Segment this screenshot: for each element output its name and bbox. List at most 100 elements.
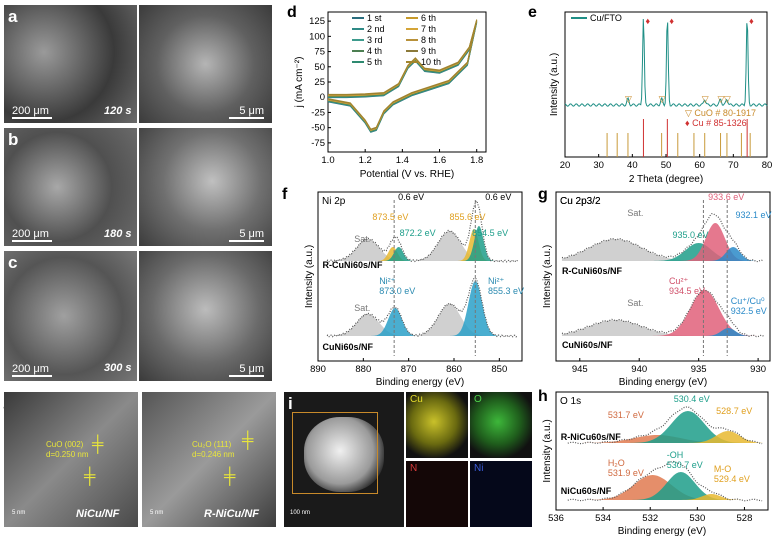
x-tick-label: 1.4 bbox=[396, 155, 409, 166]
hrtem-image-left: CuO (002) d=0.250 nm ╪ ╪ 5 nm NiCu/NF bbox=[4, 392, 138, 527]
spectrum-envelope bbox=[326, 277, 518, 338]
shift-label: 0.6 eV bbox=[398, 192, 424, 202]
peak-label: Cu⁺/Cu⁰ bbox=[731, 296, 765, 306]
peak-label: 932.5 eV bbox=[731, 306, 767, 316]
x-tick-label: 890 bbox=[310, 364, 326, 375]
x-tick-label: 1.2 bbox=[359, 155, 372, 166]
panel-letter-b: b bbox=[8, 130, 19, 149]
sem-image-c-low: c 200 μm bbox=[4, 251, 137, 381]
reference-label: ♦ Cu # 85-1326 bbox=[685, 118, 747, 128]
legend-label: 4 th bbox=[367, 46, 382, 56]
peak-label: 531.7 eV bbox=[608, 410, 644, 420]
scale-label: 5 nm bbox=[12, 510, 26, 516]
peak-label: Ni²⁺ bbox=[488, 276, 504, 286]
sample-label: R-NiCu60s/NF bbox=[561, 432, 622, 442]
x-tick-label: 30 bbox=[593, 160, 604, 171]
scale-bar bbox=[12, 117, 52, 119]
fit-component bbox=[561, 247, 765, 261]
sample-name: R-NiCu/NF bbox=[204, 508, 259, 520]
legend-label: 10 th bbox=[421, 57, 441, 67]
x-tick-label: 1.8 bbox=[470, 155, 483, 166]
peak-label: 530.4 eV bbox=[674, 394, 710, 404]
panel-letter-d: d bbox=[287, 4, 297, 21]
cuo-peak-marker: ▽ bbox=[702, 94, 709, 104]
cuo-peak-marker: ▽ bbox=[659, 94, 666, 104]
x-axis-label: Binding energy (eV) bbox=[376, 377, 464, 388]
peak-label: 855.3 eV bbox=[488, 286, 524, 296]
x-axis-label: Binding energy (eV) bbox=[618, 526, 706, 537]
element-label: O bbox=[474, 394, 482, 405]
peak-label: H₂O bbox=[608, 458, 625, 468]
peak-label: 935.0 eV bbox=[673, 230, 709, 240]
fit-component bbox=[561, 320, 765, 336]
x-tick-label: 860 bbox=[446, 364, 462, 375]
plot-frame bbox=[555, 191, 771, 362]
scale-label: 200 μm bbox=[12, 228, 49, 240]
x-tick-label: 50 bbox=[661, 160, 672, 171]
cu-peak-marker: ♦ bbox=[749, 16, 754, 26]
x-tick-label: 935 bbox=[691, 364, 707, 375]
y-axis-label: Intensity (a.u.) bbox=[549, 53, 560, 116]
x-tick-label: 80 bbox=[762, 160, 773, 171]
chart-xps-cu2p: 945 940 935 930 Binding energy (eV) Intensity… bbox=[542, 191, 772, 388]
time-label-b: 180 s bbox=[104, 228, 132, 240]
xrd-pattern-line bbox=[564, 18, 768, 107]
element-label: Cu bbox=[410, 394, 423, 405]
chart-xps-ni2p: 890 880 870 860 850 Binding energy (eV) Intens… bbox=[304, 191, 524, 388]
marker-icon: ╪ bbox=[224, 468, 236, 485]
spectrum-envelope bbox=[567, 406, 763, 445]
peak-label: 531.9 eV bbox=[608, 468, 644, 478]
scale-label: 100 nm bbox=[290, 510, 311, 516]
spectrum-title: Cu 2p3/2 bbox=[560, 196, 601, 207]
selection-box bbox=[292, 412, 378, 494]
fit-component bbox=[561, 223, 765, 261]
element-label: N bbox=[410, 463, 418, 474]
scale-label: 5 μm bbox=[239, 363, 264, 375]
d-spacing-label: d=0.250 nm bbox=[46, 450, 89, 459]
x-tick-label: 70 bbox=[728, 160, 739, 171]
chart-cv: 1.0 1.2 1.4 1.6 1.8 -75 -50 -25 0 25 50 75 100 125 Pot… bbox=[294, 11, 487, 180]
fit-component bbox=[567, 494, 764, 500]
peak-label: 528.7 eV bbox=[716, 406, 752, 416]
legend-label: 2 nd bbox=[367, 24, 385, 34]
d-spacing-label: d=0.246 nm bbox=[192, 450, 235, 459]
sat-label: Sat. bbox=[354, 234, 370, 244]
marker-icon: ╪ bbox=[84, 468, 96, 485]
fit-component bbox=[567, 472, 764, 500]
lattice-label: Cu₂O (111) bbox=[192, 440, 232, 449]
x-axis-label: Binding energy (eV) bbox=[619, 377, 707, 388]
time-label-c: 300 s bbox=[104, 362, 132, 374]
scale-bar bbox=[229, 117, 264, 119]
sample-label: R-CuNi60s/NF bbox=[323, 260, 384, 270]
y-tick-label: 100 bbox=[309, 31, 325, 42]
peak-label: 855.6 eV bbox=[449, 212, 485, 222]
panel-letter-e: e bbox=[528, 4, 537, 21]
plot-frame bbox=[317, 191, 523, 362]
sem-image-a-low: a 200 μm bbox=[4, 5, 137, 123]
fit-component bbox=[327, 239, 518, 261]
plot-frame bbox=[555, 391, 769, 511]
y-tick-label: -75 bbox=[311, 138, 325, 149]
reference-label: ▽ CuO # 80-1917 bbox=[685, 108, 756, 118]
spectrum-envelope bbox=[567, 460, 763, 502]
spectrum-title: O 1s bbox=[560, 396, 581, 407]
fit-component bbox=[327, 226, 518, 261]
sample-label: CuNi60s/NF bbox=[562, 340, 613, 350]
y-tick-label: 125 bbox=[309, 16, 325, 27]
sample-label: R-CuNi60s/NF bbox=[562, 266, 623, 276]
y-axis-label: j (mA cm⁻²) bbox=[294, 57, 305, 109]
sem-image-b-low: b 200 μm bbox=[4, 128, 137, 246]
hrtem-image-right: Cu₂O (111) d=0.246 nm ╪ ╪ 5 nm R-NiCu/NF bbox=[142, 392, 276, 527]
plot-frame bbox=[327, 11, 487, 153]
fit-component bbox=[567, 411, 764, 443]
peak-label: Ni²⁺ bbox=[379, 276, 395, 286]
x-tick-label: 60 bbox=[694, 160, 705, 171]
sem-image-a-high: 5 μm bbox=[139, 5, 272, 123]
x-tick-label: 528 bbox=[737, 513, 753, 524]
sat-label: Sat. bbox=[354, 303, 370, 313]
fit-component bbox=[327, 281, 518, 336]
fit-component bbox=[561, 290, 765, 336]
eds-map-n: N bbox=[406, 461, 468, 527]
scale-label: 5 μm bbox=[239, 105, 264, 117]
legend-label: Cu/FTO bbox=[590, 13, 622, 23]
